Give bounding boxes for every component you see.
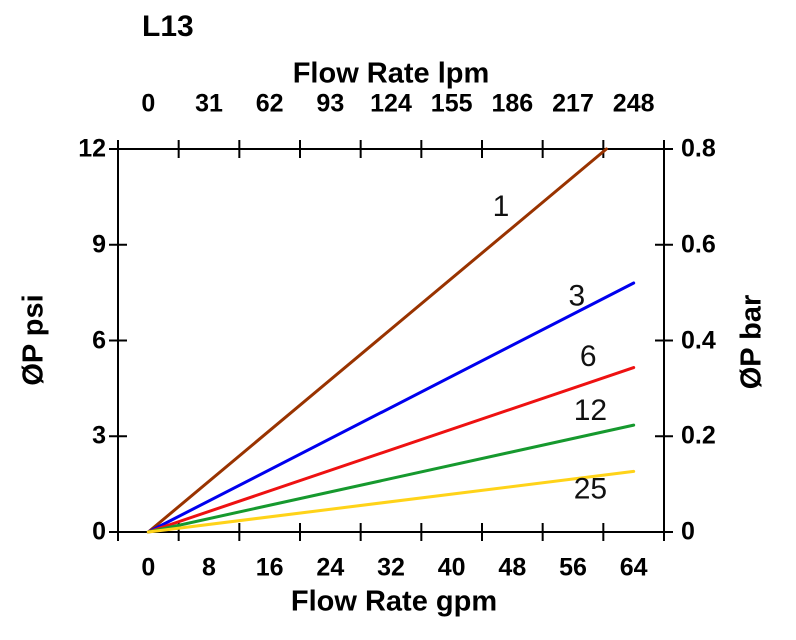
bottom-tick-label: 0 xyxy=(141,553,156,582)
series-line-6 xyxy=(146,366,636,534)
top-tick-label: 248 xyxy=(612,89,655,118)
right-tick-label: 0.4 xyxy=(681,326,716,354)
series-label-1: 1 xyxy=(493,190,510,223)
right-tick-label: 0 xyxy=(681,517,695,546)
bottom-tick-label: 24 xyxy=(316,553,345,582)
top-tick-label: 155 xyxy=(430,89,473,118)
bottom-tick-label: 32 xyxy=(377,553,405,582)
left-tick-label: 9 xyxy=(92,230,106,259)
top-tick-label: 0 xyxy=(141,89,156,118)
series-line-25 xyxy=(146,469,636,534)
bottom-tick-label: 16 xyxy=(255,553,284,582)
series-line-1 xyxy=(146,147,608,534)
right-tick-label: 0.6 xyxy=(681,230,716,259)
top-tick-label: 62 xyxy=(255,89,284,118)
bottom-tick-label: 40 xyxy=(437,553,466,582)
top-tick-label: 93 xyxy=(316,89,345,118)
bottom-axis-title: Flow Rate gpm xyxy=(290,585,498,618)
top-tick-label: 124 xyxy=(370,89,412,118)
series-label-12: 12 xyxy=(574,394,607,427)
series-label-3: 3 xyxy=(568,279,585,312)
left-tick-label: 6 xyxy=(92,326,106,354)
top-tick-label: 31 xyxy=(195,89,223,118)
series-line-3 xyxy=(146,281,636,534)
right-tick-label: 0.8 xyxy=(681,134,716,163)
bottom-tick-label: 8 xyxy=(202,553,216,582)
left-axis-title: ØP psi xyxy=(17,294,50,386)
top-tick-label: 186 xyxy=(491,89,534,118)
series-label-6: 6 xyxy=(580,340,597,373)
left-tick-label: 0 xyxy=(92,517,106,546)
left-tick-label: 3 xyxy=(92,421,106,450)
bottom-tick-label: 56 xyxy=(559,553,587,582)
bottom-tick-label: 48 xyxy=(498,553,527,582)
series-line-12 xyxy=(146,423,636,534)
right-tick-label: 0.2 xyxy=(681,421,716,450)
chart-title: L13 xyxy=(142,10,194,43)
left-tick-label: 12 xyxy=(78,134,106,163)
series-label-25: 25 xyxy=(574,472,607,505)
right-axis-title: ØP bar xyxy=(735,294,768,390)
top-tick-label: 217 xyxy=(552,89,594,118)
bottom-tick-label: 64 xyxy=(619,553,648,582)
top-axis-title: Flow Rate lpm xyxy=(292,57,490,90)
